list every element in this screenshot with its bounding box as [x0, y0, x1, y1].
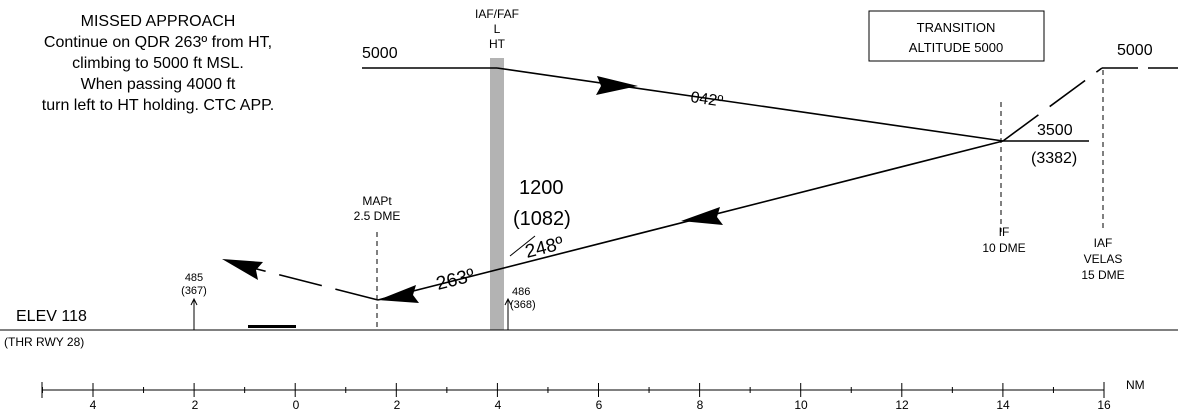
- iaf-faf-line-3: HT: [489, 37, 506, 51]
- outbound-arrow: [596, 76, 638, 95]
- scale-label: 2: [394, 398, 401, 411]
- obstacle-486: 486 (368): [504, 286, 536, 330]
- missed-course-label: 263º: [434, 265, 477, 295]
- scale-unit: NM: [1126, 378, 1145, 392]
- initial-altitude-right: 5000: [1117, 42, 1153, 59]
- inbound-course-label: 248º: [523, 233, 566, 263]
- transition-altitude-box: TRANSITION ALTITUDE 5000: [868, 10, 1045, 62]
- missed-approach-arrow: [222, 259, 263, 280]
- obstacle-485-height: 485: [185, 272, 203, 284]
- iaf-faf-label: IAF/FAF L HT: [475, 7, 519, 51]
- inbound-arrow-mapt: [378, 285, 419, 303]
- scale-label: 10: [794, 398, 808, 411]
- faf-altitude-agl: (1082): [513, 208, 571, 230]
- missed-approach-title: MISSED APPROACH: [81, 13, 236, 30]
- transition-line-1: TRANSITION: [917, 20, 996, 35]
- missed-approach-line-3: When passing 4000 ft: [81, 76, 236, 93]
- outbound-course-label: 042º: [689, 89, 724, 110]
- scale-label: 16: [1097, 398, 1111, 411]
- scale-label: 12: [895, 398, 909, 411]
- if-line-2: 10 DME: [982, 241, 1025, 255]
- scale-label: 4: [90, 398, 97, 411]
- obstacle-485: 485 (367): [181, 272, 207, 330]
- iaf-velas-fix: IAF VELAS 15 DME: [1081, 70, 1125, 282]
- obstacle-486-height: 486: [512, 286, 530, 298]
- outbound-leg: [496, 67, 1004, 142]
- iaf-faf-line-2: L: [494, 22, 501, 36]
- faf-bar: [490, 58, 504, 330]
- threshold-label: (THR RWY 28): [4, 335, 84, 349]
- transition-dashed-segment: [1002, 67, 1103, 142]
- missed-approach-path: [244, 265, 379, 301]
- scale-label: 6: [596, 398, 603, 411]
- scale-label: 14: [996, 398, 1010, 411]
- scale-label: 0: [293, 398, 300, 411]
- mapt-line-1: MAPt: [362, 194, 392, 208]
- if-fix: IF 10 DME: [982, 102, 1026, 255]
- elevation-label: ELEV 118: [16, 308, 87, 325]
- scale-label: 4: [495, 398, 502, 411]
- initial-altitude-left: 5000: [362, 45, 398, 62]
- if-altitude: 3500: [1037, 122, 1073, 139]
- inbound-arrow-mid: [681, 207, 723, 225]
- faf-altitude: 1200: [519, 177, 564, 199]
- iaf-velas-line-2: VELAS: [1084, 252, 1123, 266]
- if-line-1: IF: [999, 225, 1010, 239]
- mapt-fix: MAPt 2.5 DME: [354, 194, 401, 330]
- missed-approach-line-4: turn left to HT holding. CTC APP.: [42, 97, 274, 114]
- mapt-line-2: 2.5 DME: [354, 209, 401, 223]
- missed-approach-line-1: Continue on QDR 263º from HT,: [44, 34, 272, 51]
- obstacle-486-agl: (368): [510, 299, 536, 311]
- obstacle-485-agl: (367): [181, 285, 207, 297]
- distance-scale: NM 4 2 0 2 4 6 8 10 12 14 16: [41, 378, 1145, 411]
- faf-altitude-leader: [509, 235, 536, 257]
- missed-approach-note: MISSED APPROACH Continue on QDR 263º fro…: [42, 13, 274, 114]
- iaf-velas-line-1: IAF: [1094, 236, 1113, 250]
- iaf-velas-line-3: 15 DME: [1081, 268, 1124, 282]
- scale-label: 8: [697, 398, 704, 411]
- if-altitude-agl: (3382): [1031, 150, 1077, 167]
- missed-approach-line-2: climbing to 5000 ft MSL.: [72, 55, 244, 72]
- runway-bar: [248, 325, 296, 328]
- iaf-faf-line-1: IAF/FAF: [475, 7, 519, 21]
- scale-label: 2: [192, 398, 199, 411]
- transition-line-2: ALTITUDE 5000: [909, 40, 1003, 55]
